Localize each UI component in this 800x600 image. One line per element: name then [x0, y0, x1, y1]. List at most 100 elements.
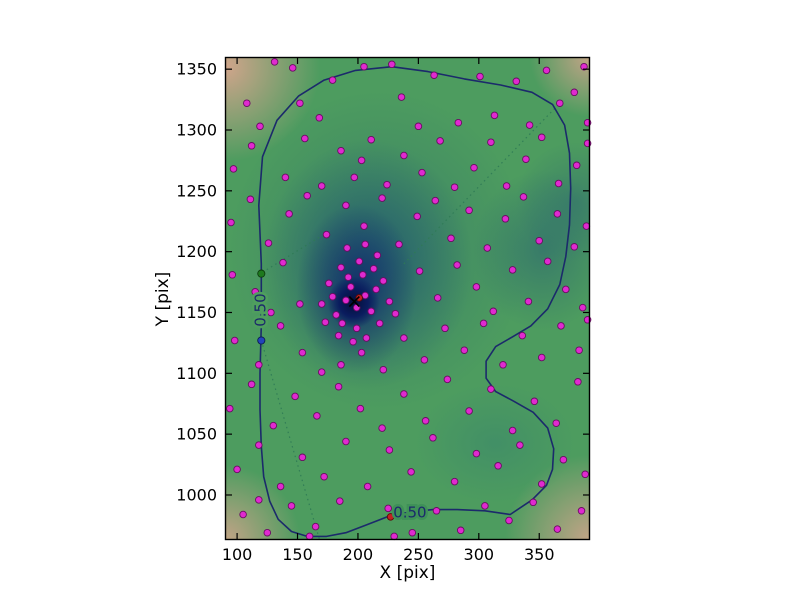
scatter-point — [397, 93, 406, 101]
x-tick-label: 250 — [403, 545, 434, 564]
scatter-point — [267, 308, 275, 317]
scatter-point — [519, 193, 528, 201]
scatter-point — [287, 502, 296, 510]
center-x-marker — [348, 295, 360, 308]
scatter-point — [356, 404, 365, 413]
scatter-point — [296, 300, 304, 308]
scatter-point — [582, 222, 591, 230]
scatter-point — [453, 261, 461, 269]
scatter-point — [285, 210, 293, 218]
scatter-point — [408, 528, 417, 537]
y-tick-label: 1150 — [176, 303, 217, 322]
scatter-point — [450, 183, 459, 191]
scatter-point — [227, 218, 235, 227]
scatter-point — [537, 353, 546, 362]
scatter-point — [264, 239, 273, 247]
scatter-point — [321, 318, 330, 326]
scatter-point — [383, 180, 391, 189]
scatter-point — [344, 273, 353, 281]
scatter-point — [400, 334, 408, 342]
scatter-point — [489, 307, 498, 316]
scatter-point — [553, 525, 562, 533]
scatter-point — [460, 346, 469, 354]
scatter-point — [456, 526, 465, 535]
scatter-point — [575, 346, 583, 354]
scatter-point — [367, 135, 375, 144]
scatter-point — [415, 267, 424, 275]
scatter-point — [230, 336, 239, 345]
y-tick-label: 1100 — [176, 364, 217, 383]
scatter-point — [276, 322, 285, 330]
scatter-point — [313, 412, 321, 420]
scatter-point — [269, 421, 278, 430]
green-point — [257, 269, 266, 278]
scatter-point — [481, 502, 489, 510]
scatter-point — [470, 163, 478, 172]
scatter-point — [337, 263, 345, 272]
x-tick-label: 200 — [343, 545, 374, 564]
scatter-point — [454, 118, 463, 127]
scatter-point — [385, 297, 394, 306]
scatter-point — [483, 244, 492, 252]
scatter-point — [554, 179, 563, 188]
scatter-point — [441, 324, 449, 333]
scatter-point — [334, 382, 343, 391]
scatter-point — [369, 264, 378, 273]
scatter-point — [332, 311, 340, 319]
scatter-point — [342, 437, 350, 446]
scatter-point — [255, 441, 263, 449]
contour-line — [258, 65, 572, 538]
scatter-point — [570, 243, 579, 251]
scatter-point — [337, 146, 345, 155]
scatter-point — [233, 465, 241, 474]
scatter-point — [512, 77, 521, 86]
scatter-point — [537, 133, 546, 142]
scatter-point — [562, 285, 570, 294]
scatter-point — [518, 331, 527, 340]
scatter-point — [476, 72, 484, 81]
scatter-point — [407, 468, 415, 476]
scatter-point — [472, 283, 481, 291]
scatter-point — [243, 99, 251, 107]
scatter-point — [525, 121, 534, 129]
scatter-point — [502, 182, 511, 190]
scatter-point — [414, 122, 423, 131]
red-point — [355, 294, 363, 302]
scatter-point — [372, 285, 380, 294]
scatter-point — [390, 532, 398, 541]
scatter-point — [505, 516, 513, 525]
scatter-point — [580, 62, 588, 71]
scatter-point — [450, 477, 459, 486]
scatter-point — [384, 504, 392, 513]
scatter-point — [465, 206, 473, 215]
scatter-point — [421, 417, 430, 425]
scatter-point — [559, 455, 568, 464]
scatter-point — [317, 182, 326, 190]
scatter-point — [328, 76, 337, 84]
y-axis-label: Y [pix] — [153, 271, 173, 327]
scatter-point — [378, 424, 386, 432]
scatter-point — [362, 334, 371, 342]
x-axis-label: X [pix] — [379, 563, 436, 583]
scatter-point — [320, 472, 328, 481]
scatter-point — [239, 510, 247, 519]
scatter-point — [279, 258, 287, 267]
y-tick-label: 1300 — [176, 120, 217, 139]
y-tick-label: 1250 — [176, 181, 217, 200]
scatter-point — [311, 522, 320, 531]
scatter-point — [499, 361, 507, 369]
contour-label-bottom: 0.50 — [393, 504, 426, 522]
y-tick-label: 1050 — [176, 425, 217, 444]
scatter-point — [433, 294, 442, 302]
red-point — [386, 513, 395, 521]
scatter-point — [516, 441, 524, 449]
scatter-point — [342, 296, 350, 305]
scatter-point — [338, 319, 346, 328]
scatter-point — [359, 271, 367, 279]
scatter-point — [530, 397, 539, 406]
scatter-point — [276, 482, 285, 491]
scatter-point — [429, 434, 437, 442]
scatter-point — [431, 196, 440, 205]
scatter-point — [379, 365, 388, 374]
scatter-point — [557, 322, 565, 330]
